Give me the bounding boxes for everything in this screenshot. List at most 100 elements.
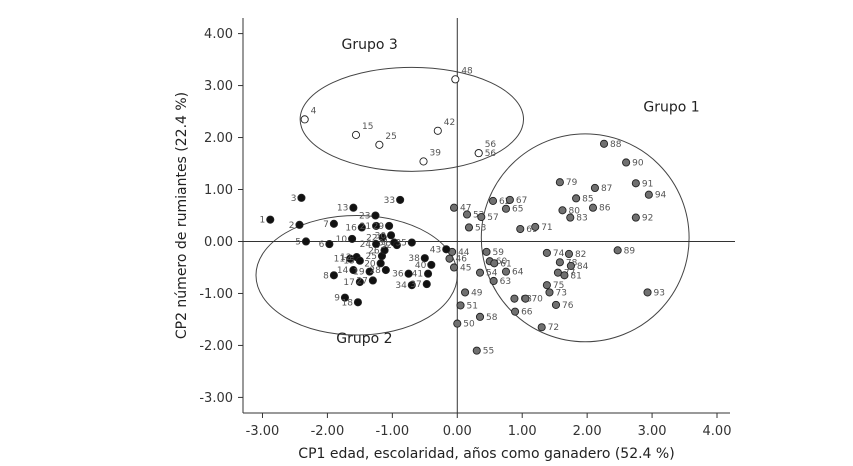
data-points: 4446454749505152535455565758596061626364… bbox=[260, 66, 667, 356]
data-point-label: 9 bbox=[334, 294, 340, 304]
y-tick-label: -3.00 bbox=[199, 391, 233, 406]
data-point-label: 66 bbox=[521, 308, 533, 318]
data-point-label: 51 bbox=[467, 301, 478, 311]
data-point-label: 84 bbox=[577, 262, 589, 272]
data-point-label: 41 bbox=[412, 270, 423, 280]
y-tick-label: -2.00 bbox=[199, 339, 233, 354]
data-point-label: 14 bbox=[337, 266, 349, 276]
data-point-label: 94 bbox=[655, 191, 667, 201]
data-point-label: 56 bbox=[485, 140, 497, 150]
data-point bbox=[490, 259, 499, 268]
data-point bbox=[300, 115, 309, 124]
data-point bbox=[545, 288, 554, 297]
data-point-label: 17 bbox=[343, 278, 354, 288]
data-point-label: 47 bbox=[460, 204, 471, 214]
data-point bbox=[511, 307, 520, 316]
x-tick-label: 4.00 bbox=[703, 424, 732, 439]
data-point-label: 46 bbox=[455, 255, 467, 265]
data-point bbox=[477, 213, 486, 222]
data-point bbox=[351, 130, 361, 139]
y-tick-label: 1.00 bbox=[204, 183, 233, 198]
data-point-label: 43 bbox=[430, 245, 441, 255]
y-axis-label: CP2 número de rumiantes (22.4 %) bbox=[174, 92, 190, 339]
data-point-label: 15 bbox=[343, 257, 354, 267]
data-point-label: 37 bbox=[410, 280, 421, 290]
data-point-label: 16 bbox=[345, 223, 357, 233]
data-point-label: 39 bbox=[430, 148, 442, 158]
data-point-label: 77 bbox=[564, 269, 575, 279]
data-point bbox=[572, 194, 581, 203]
data-point-label: 3 bbox=[291, 194, 297, 204]
data-point-label: 27 bbox=[356, 276, 367, 286]
data-point-label: 2 bbox=[289, 221, 295, 231]
data-point-label: 30 bbox=[375, 231, 387, 241]
data-point-label: 61 bbox=[500, 259, 511, 269]
y-ticks: -3.00 -2.00 -1.00 0.00 1.00 2.00 3.00 4.00 bbox=[199, 27, 243, 406]
data-point-label: 49 bbox=[471, 288, 483, 298]
data-point bbox=[340, 293, 349, 302]
data-point bbox=[453, 319, 462, 328]
group-label: Grupo 1 bbox=[643, 100, 699, 116]
y-tick-label: 0.00 bbox=[204, 235, 233, 250]
data-point bbox=[449, 203, 459, 212]
data-point-label: 45 bbox=[460, 263, 471, 273]
data-point bbox=[551, 300, 561, 309]
x-axis-label: CP1 edad, escolaridad, años como ganader… bbox=[298, 446, 674, 462]
data-point bbox=[474, 149, 483, 158]
data-point bbox=[542, 281, 551, 290]
data-point bbox=[353, 298, 362, 307]
data-point-label: 75 bbox=[553, 281, 564, 291]
data-point-label: 93 bbox=[654, 288, 665, 298]
data-point bbox=[368, 276, 377, 285]
data-point-label: 92 bbox=[642, 214, 653, 224]
group-label: Grupo 2 bbox=[336, 331, 392, 347]
data-point-label: 35 bbox=[395, 239, 406, 249]
data-point bbox=[392, 241, 401, 250]
data-point bbox=[631, 213, 640, 222]
x-tick-label: -2.00 bbox=[311, 424, 345, 439]
data-point bbox=[297, 193, 306, 202]
data-point bbox=[420, 254, 429, 263]
data-point-label: 89 bbox=[624, 246, 636, 256]
data-point bbox=[365, 267, 374, 276]
data-point bbox=[355, 277, 364, 287]
y-tick-label: 2.00 bbox=[204, 131, 233, 146]
data-point-label: 62 bbox=[499, 197, 510, 207]
x-ticks: -3.00 -2.00 -1.00 0.00 1.00 2.00 3.00 4.00 bbox=[246, 413, 732, 439]
data-point bbox=[442, 245, 451, 254]
data-point-label: 69 bbox=[526, 225, 538, 235]
data-point bbox=[433, 126, 442, 135]
data-point-label: 5 bbox=[295, 237, 301, 247]
data-point-label: 65 bbox=[512, 205, 523, 215]
data-point-label: 81 bbox=[570, 271, 581, 281]
data-point bbox=[564, 249, 574, 259]
data-point bbox=[396, 195, 405, 204]
data-point-label: 11 bbox=[334, 255, 345, 265]
data-point bbox=[501, 204, 511, 213]
data-point-label: 91 bbox=[642, 179, 653, 189]
data-point bbox=[566, 261, 575, 270]
data-point-label: 87 bbox=[601, 184, 612, 194]
data-point-label: 76 bbox=[562, 301, 574, 311]
data-point-label: 57 bbox=[487, 213, 498, 223]
data-point-label: 7 bbox=[323, 220, 329, 230]
data-point bbox=[378, 233, 387, 242]
data-point-label: 70 bbox=[531, 295, 543, 305]
data-point bbox=[464, 223, 474, 232]
data-point bbox=[622, 158, 631, 167]
data-point bbox=[505, 195, 514, 204]
data-point bbox=[489, 276, 498, 286]
data-point-label: 38 bbox=[408, 254, 420, 264]
data-point bbox=[475, 312, 485, 321]
data-point-label: 18 bbox=[341, 298, 353, 308]
x-tick-label: 2.00 bbox=[573, 424, 602, 439]
data-point-label: 20 bbox=[364, 259, 376, 269]
data-point-label: 6 bbox=[319, 240, 325, 250]
data-point bbox=[501, 267, 511, 276]
axes bbox=[242, 18, 735, 414]
data-point-label: 53 bbox=[475, 223, 486, 233]
data-point-label: 25 bbox=[385, 132, 396, 142]
data-point-label: 22 bbox=[366, 233, 377, 243]
data-point-label: 56 bbox=[485, 149, 497, 159]
